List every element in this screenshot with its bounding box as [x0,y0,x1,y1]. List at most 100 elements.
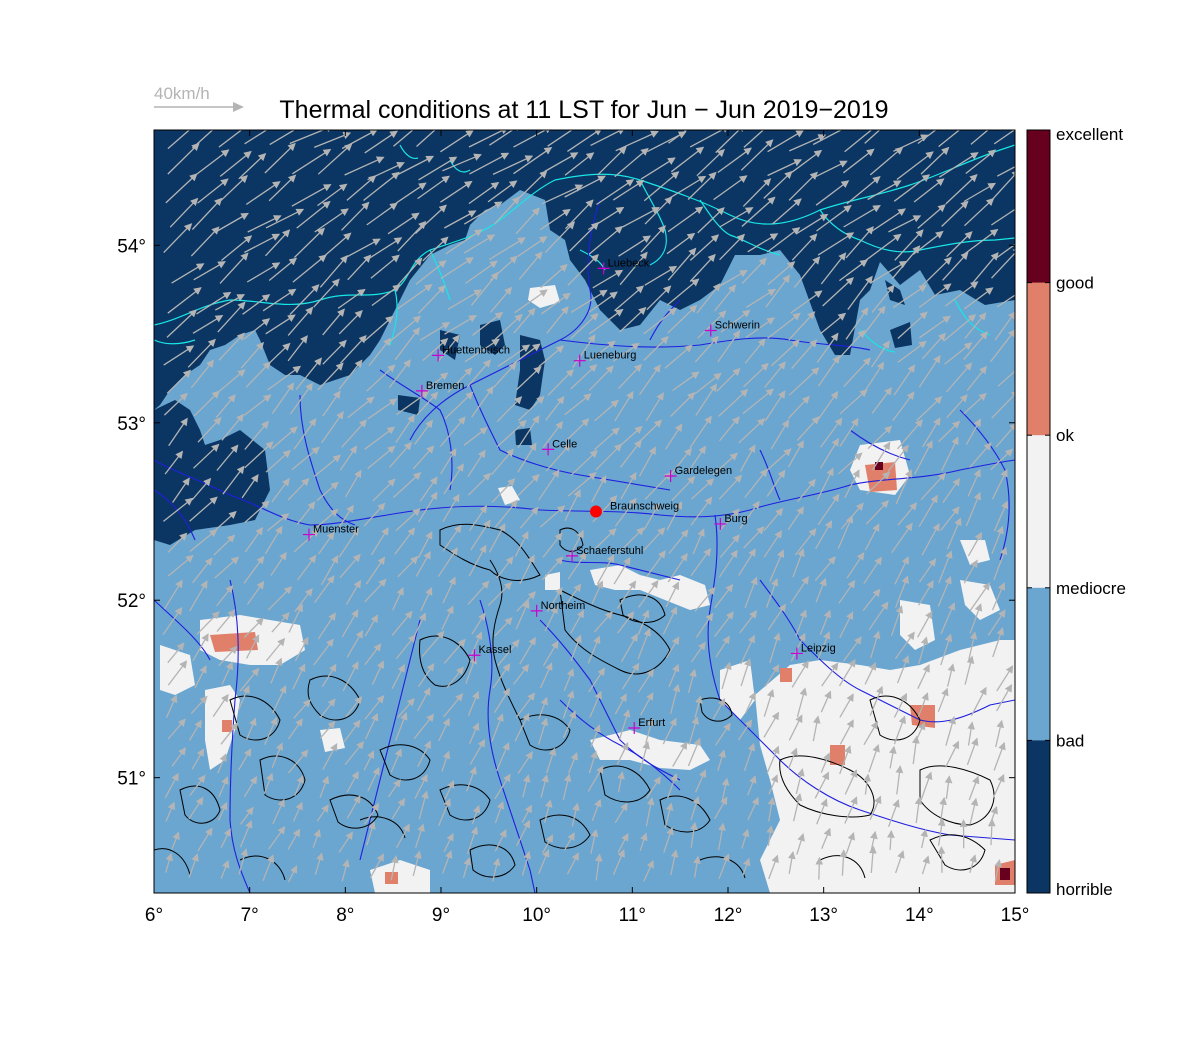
wind-arrow [891,245,921,280]
wind-arrow [371,660,384,685]
wind-arrow [394,527,416,555]
wind-arrow [562,690,575,719]
wind-arrow [667,247,697,281]
wind-arrow [238,748,252,771]
wind-arrow [440,257,474,280]
wind-arrow [369,853,384,879]
wind-arrow [412,445,435,470]
wind-arrow [921,522,940,556]
wind-arrow [991,582,1006,611]
wind-scale-arrowhead [233,102,244,112]
wind-arrow [612,849,625,875]
wind-arrow [217,301,246,333]
wind-arrow [547,130,573,147]
wind-arrow [644,265,678,286]
wind-arrow [695,383,718,416]
wind-arrow [492,663,511,689]
wind-arrow [438,717,450,742]
wind-arrow [188,719,202,741]
wind-arrow [322,308,345,336]
wind-arrow [538,717,549,745]
wind-arrow [719,534,740,558]
wind-arrow [491,713,504,742]
wind-arrow [387,212,420,235]
wind-arrow [991,169,1015,201]
wind-arrow [687,171,717,200]
wind-arrow [422,236,449,262]
wind-arrow [816,798,828,825]
wind-arrow [917,664,930,689]
wind-arrow [740,658,752,687]
wind-arrow [569,221,600,252]
wind-arrow [413,713,435,740]
wind-arrow [995,243,1015,259]
wind-arrow [714,284,737,312]
wind-arrow [197,827,213,852]
wind-arrow [267,365,302,391]
wind-arrow [547,368,575,396]
wind-arrow [166,309,198,338]
wind-arrow [790,576,809,604]
wind-arrow [887,799,900,827]
wind-arrow [614,497,637,527]
wind-arrow [541,292,571,315]
wind-arrow [942,251,969,281]
wind-arrow [542,640,559,667]
wind-arrow [247,215,282,233]
wind-arrow [964,197,995,227]
wind-arrow [317,362,344,391]
wind-arrow [340,334,367,364]
wind-arrow [969,603,983,634]
wind-arrow [668,130,688,144]
wind-arrow [470,631,483,658]
wind-arrow [946,394,968,419]
wind-arrow [717,822,726,851]
wind-arrow [441,605,454,630]
wind-arrow [668,529,689,554]
wind-arrow [843,148,875,174]
wind-arrow [822,277,854,307]
wind-arrow [514,289,548,314]
wind-arrow [418,156,458,181]
wind-arrow [314,575,335,603]
wind-arrow [364,130,398,154]
wind-arrow [697,310,727,339]
wind-arrow [766,745,780,774]
wind-arrow [589,690,602,718]
wind-arrow [546,305,569,334]
wind-arrow [468,722,480,745]
wind-arrow [313,638,334,666]
wind-arrow [389,441,413,468]
wind-arrow [871,441,891,471]
wind-arrow [790,632,806,662]
wind-arrow [964,228,999,255]
wind-arrow [265,637,286,662]
wind-arrow [463,201,503,225]
wind-arrow [188,796,204,820]
wind-arrow [594,527,617,550]
wind-arrow [995,719,1005,748]
wind-arrow [545,395,565,421]
wind-arrow [419,476,438,502]
wind-arrow [214,294,246,311]
wind-arrow [665,636,680,659]
wind-arrow [741,196,776,227]
wind-arrow [421,372,449,394]
wind-arrow [587,635,601,664]
wind-arrow [391,610,413,637]
wind-arrow [896,655,910,684]
wind-arrow [717,330,741,363]
wind-arrow [494,800,505,824]
wind-arrow [264,525,283,555]
wind-arrow [244,441,274,469]
wind-arrow [191,197,223,230]
wind-arrow [197,417,222,443]
wind-arrow [614,390,634,422]
wind-arrow [637,668,654,693]
wind-arrow [994,311,1015,341]
wind-arrow [839,745,852,775]
wind-arrow [614,147,649,178]
wind-arrow [769,632,781,664]
wind-arrow [689,415,712,449]
lat-tick-label: 51° [117,769,146,790]
